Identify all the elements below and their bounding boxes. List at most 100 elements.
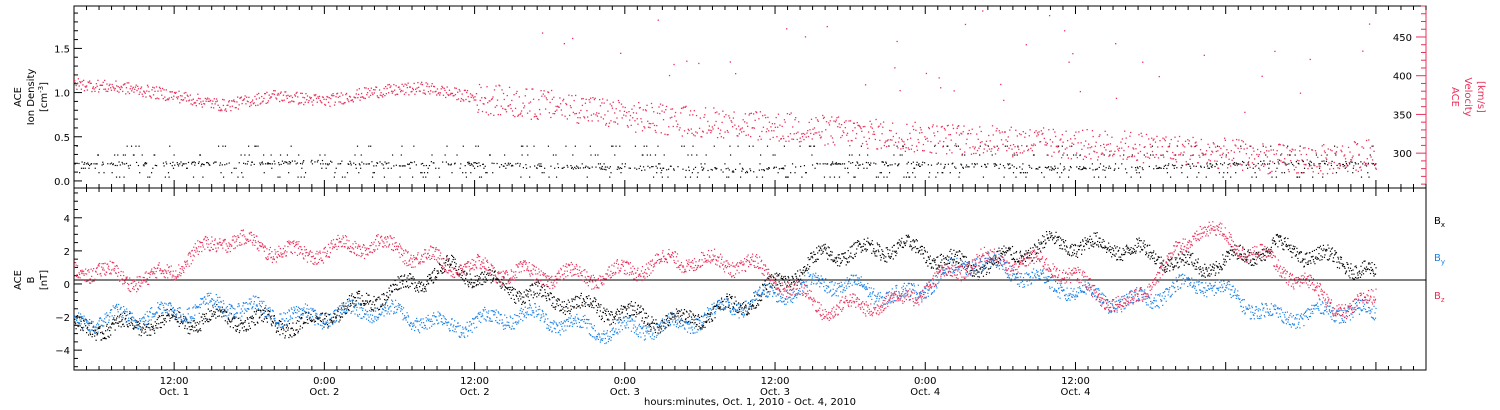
velocity-point	[976, 149, 979, 152]
velocity-point	[171, 91, 173, 93]
density-point	[263, 154, 265, 156]
bx-point	[684, 318, 687, 321]
velocity-point	[1240, 147, 1242, 150]
density-point	[301, 163, 304, 165]
density-point	[274, 163, 276, 165]
velocity-point	[462, 99, 464, 101]
velocity-point	[119, 87, 121, 89]
velocity-point	[1277, 158, 1279, 161]
density-point	[525, 164, 527, 166]
density-point	[875, 176, 878, 178]
velocity-point	[408, 94, 410, 96]
bx-point	[616, 308, 619, 310]
density-point	[887, 165, 889, 167]
bx-point	[689, 310, 691, 312]
velocity-point	[958, 134, 961, 136]
velocity-point	[304, 101, 306, 103]
bx-point	[431, 280, 433, 282]
velocity-point	[1026, 145, 1028, 147]
bx-point	[423, 283, 425, 285]
density-point	[918, 163, 920, 165]
velocity-point	[348, 95, 351, 98]
bx-point	[572, 305, 574, 308]
velocity-point	[693, 110, 695, 112]
bx-point	[760, 300, 762, 302]
density-point	[355, 167, 357, 169]
bx-point	[420, 290, 422, 292]
density-point	[882, 161, 884, 163]
velocity-point	[298, 102, 300, 104]
velocity-point	[969, 147, 971, 149]
bx-point	[579, 307, 581, 309]
bx-point	[815, 259, 817, 261]
bx-point	[242, 323, 244, 325]
bx-point	[278, 323, 280, 325]
density-point	[177, 165, 180, 167]
bx-point	[791, 282, 793, 284]
bx-point	[431, 272, 433, 274]
bx-point	[317, 317, 320, 319]
velocity-point	[652, 122, 654, 125]
density-point	[446, 145, 448, 147]
density-point	[317, 159, 319, 162]
velocity-point	[101, 84, 103, 86]
velocity-point	[532, 88, 534, 90]
density-point	[1014, 154, 1016, 156]
bx-point	[852, 257, 854, 259]
bx-point	[173, 311, 175, 313]
velocity-point	[138, 93, 140, 96]
bx-point	[821, 245, 823, 247]
velocity-ytick-label: 350	[1393, 110, 1412, 121]
velocity-point	[535, 115, 537, 117]
density-point	[300, 176, 302, 178]
bx-point	[640, 305, 642, 307]
density-point	[944, 166, 946, 168]
density-point	[368, 163, 371, 165]
top-panel-frame	[73, 5, 1427, 189]
velocity-point	[887, 139, 889, 141]
velocity-point	[266, 91, 268, 94]
density-point	[1245, 164, 1247, 166]
bx-point	[411, 277, 413, 280]
bx-point	[833, 260, 835, 262]
bx-point	[189, 333, 191, 335]
velocity-point	[877, 126, 879, 128]
velocity-point	[1371, 159, 1374, 161]
density-point	[577, 166, 579, 168]
density-point	[816, 163, 819, 165]
bx-point	[511, 286, 513, 288]
density-point	[316, 161, 319, 163]
velocity-point	[1242, 141, 1245, 143]
velocity-point	[281, 99, 283, 101]
velocity-point	[1261, 75, 1263, 77]
velocity-point	[1122, 158, 1124, 160]
velocity-point	[742, 119, 744, 121]
bx-point	[252, 316, 254, 319]
velocity-point	[946, 153, 948, 155]
velocity-point	[1100, 153, 1103, 155]
bx-point	[295, 329, 297, 331]
bx-point	[857, 240, 859, 242]
bx-point	[452, 255, 454, 258]
density-point	[1181, 172, 1183, 174]
velocity-point	[185, 91, 187, 94]
velocity-point	[330, 94, 333, 96]
bx-point	[125, 314, 127, 317]
bx-point	[722, 309, 725, 311]
density-point	[557, 163, 559, 165]
bx-point	[816, 258, 818, 260]
velocity-point	[97, 79, 99, 82]
velocity-point	[180, 99, 182, 101]
bx-point	[743, 308, 745, 310]
bx-point	[645, 312, 648, 315]
density-point	[595, 166, 597, 168]
bx-point	[685, 318, 687, 320]
density-point	[1104, 176, 1107, 178]
velocity-point	[792, 138, 795, 140]
density-point	[617, 166, 620, 168]
bx-point	[831, 254, 833, 256]
bx-point	[178, 325, 180, 328]
bx-point	[529, 285, 531, 287]
bx-point	[251, 315, 253, 317]
velocity-point	[869, 120, 871, 122]
